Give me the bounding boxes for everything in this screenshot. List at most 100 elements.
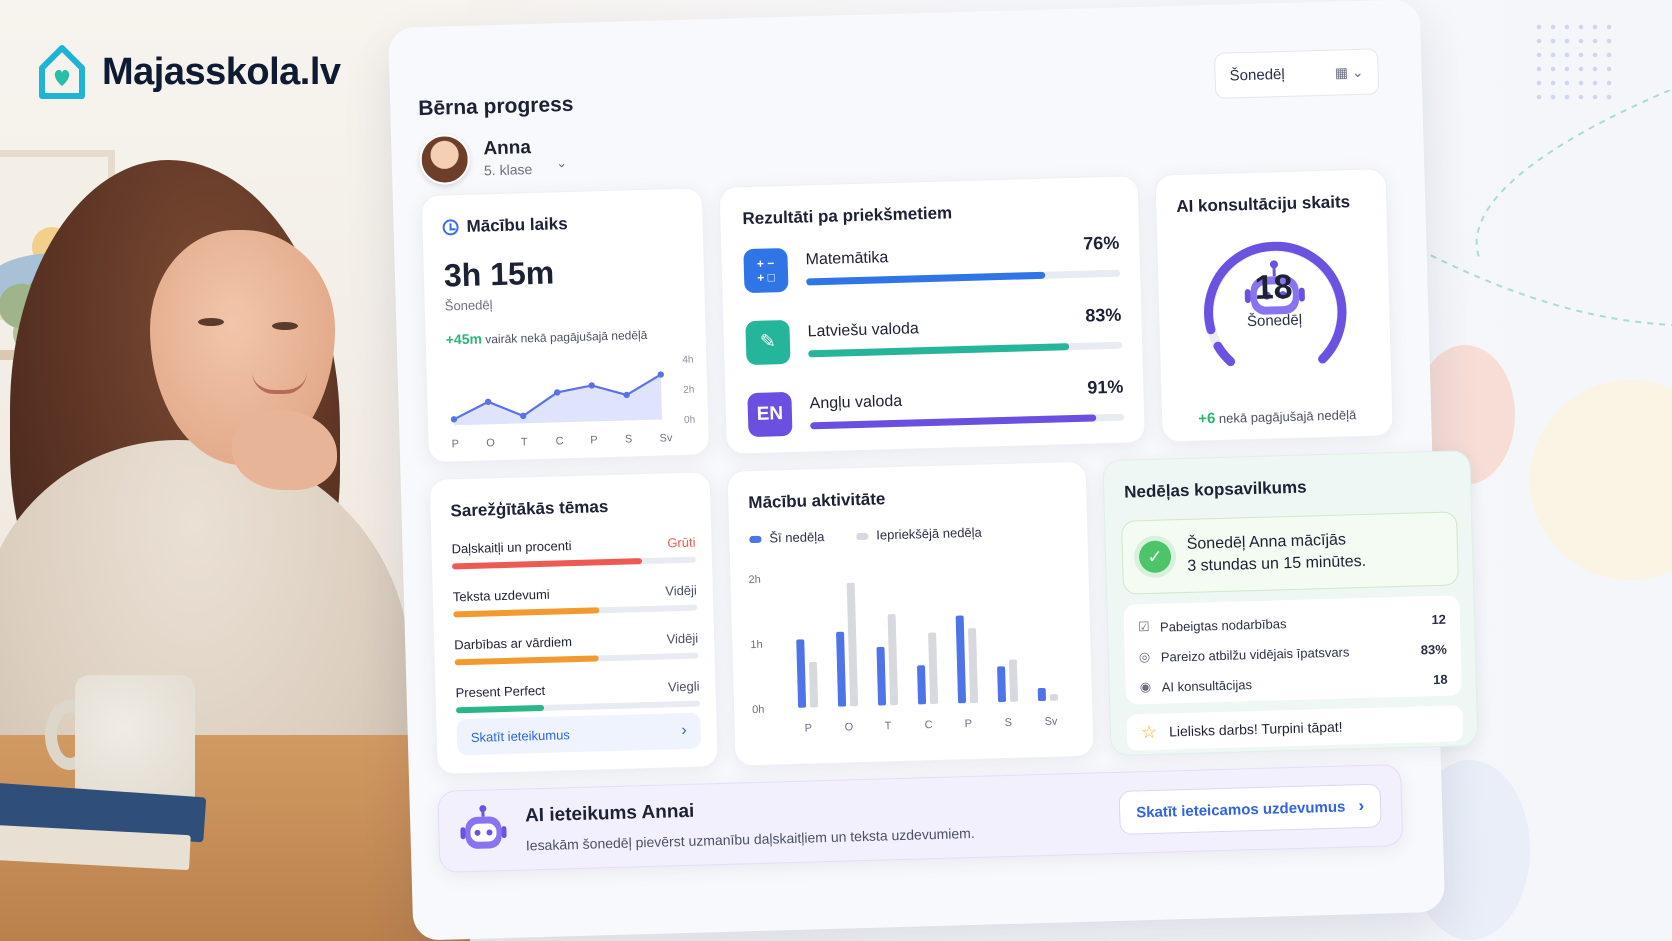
y-tick-label: 2h <box>748 574 761 586</box>
ai-delta-text: nekā pagājušajā nedēļā <box>1218 407 1357 426</box>
decor-dashed-curve <box>1420 90 1672 326</box>
child-grade: 5. klase <box>483 161 533 179</box>
ai-consultations-value: 18 <box>1254 267 1294 307</box>
subject-progress-track <box>810 413 1125 430</box>
study-time-point <box>588 382 595 389</box>
summary-footer: ☆ Lielisks darbs! Turpini tāpat! <box>1126 705 1464 751</box>
topic-progress-track <box>454 652 699 666</box>
topic-name: Present Perfect <box>455 682 546 701</box>
topic-difficulty: Vidēji <box>665 582 698 599</box>
x-tick-label: P <box>590 434 598 446</box>
chevron-right-icon: › <box>1358 796 1365 816</box>
x-tick-label: C <box>925 719 933 731</box>
check-icon: ✓ <box>1138 540 1172 574</box>
y-tick-label: 2h <box>683 385 694 396</box>
topic-name: Darbības ar vārdiem <box>454 634 573 653</box>
x-tick-label: Sv <box>659 432 673 444</box>
x-tick-label: T <box>521 436 528 448</box>
topic-progress-bar <box>451 558 643 570</box>
study-time-point <box>623 391 630 399</box>
ai-recommendation-banner: AI ieteikums Annai Iesakām šonedēļ pievē… <box>437 764 1404 873</box>
study-time-delta-value: +45m <box>445 330 483 348</box>
subject-row[interactable]: ✎ Latviešu valoda 83% <box>745 305 1123 367</box>
chevron-right-icon: › <box>681 721 687 740</box>
view-recommended-tasks-button[interactable]: Skatīt ieteicamos uzdevumus › <box>1118 783 1382 835</box>
bar-previous-week <box>928 632 939 705</box>
child-name: Anna <box>483 137 532 160</box>
topic-progress-bar <box>453 607 600 618</box>
topic-difficulty: Grūti <box>667 534 696 551</box>
topic-row[interactable]: Darbības ar vārdiem Vidēji <box>454 631 699 682</box>
x-tick-label: Sv <box>1044 716 1058 728</box>
x-tick-label: C <box>555 435 563 447</box>
subject-name: Matemātika <box>805 249 889 269</box>
y-tick-label: 4h <box>682 355 693 366</box>
y-tick-label: 0h <box>752 704 765 716</box>
study-time-delta-text: vairāk nekā pagājušajā nedēļā <box>485 327 648 347</box>
learning-activity-title: Mācību aktivitāte <box>748 489 886 513</box>
period-select[interactable]: Šonedēļ ▦ ⌄ <box>1214 48 1380 99</box>
study-time-point <box>450 416 458 423</box>
ai-recommendation-text: Iesakām šonedēļ pievērst uzmanību daļska… <box>525 824 975 854</box>
study-time-point <box>520 412 527 420</box>
calculator-icon: + − + □ <box>743 247 789 294</box>
view-recommendations-button[interactable]: Skatīt ieteikumus › <box>456 712 702 756</box>
summary-stats: ☑ Pabeigtas nodarbības 12 ◎ Pareizo atbilžu … <box>1123 595 1463 705</box>
robot-icon <box>1244 260 1305 315</box>
brand-logo[interactable]: Majasskola.lv <box>36 42 341 102</box>
topic-progress-track <box>455 700 701 714</box>
bar-previous-week <box>1049 694 1058 701</box>
page-title: Bērna progress <box>417 92 574 121</box>
subject-results-title: Rezultāti pa priekšmetiem <box>742 203 953 229</box>
study-time-period: Šonedēļ <box>444 297 493 314</box>
progress-dashboard: Bērna progress Šonedēļ ▦ ⌄ Anna 5. klase… <box>388 0 1479 941</box>
topic-progress-bar <box>454 655 599 666</box>
period-select-value: Šonedēļ <box>1229 65 1285 85</box>
weekly-summary-card: Nedēļas kopsavilkums ✓ Šonedēļ Anna mācī… <box>1102 449 1479 757</box>
view-recommended-tasks-label: Skatīt ieteicamos uzdevumus <box>1135 798 1346 821</box>
bar-this-week <box>836 631 847 707</box>
subject-percent: 76% <box>1082 232 1120 254</box>
summary-footer-text: Lielisks darbs! Turpini tāpat! <box>1168 718 1343 740</box>
weekly-summary-title: Nedēļas kopsavilkums <box>1123 477 1307 502</box>
subject-name: Angļu valoda <box>809 392 903 413</box>
study-time-point <box>657 371 664 378</box>
child-selector[interactable]: Anna 5. klase ⌄ <box>419 131 567 186</box>
y-tick-label: 0h <box>684 415 695 426</box>
learning-activity-card: Mācību aktivitāte Šī nedēļa Iepriekšējā … <box>726 460 1095 767</box>
y-tick-label: 1h <box>750 639 763 651</box>
summary-line-2: 3 stundas un 15 minūtes. <box>1187 552 1367 575</box>
subject-name: Latviešu valoda <box>807 320 920 341</box>
decor-dots <box>1532 20 1612 100</box>
bar-this-week <box>1037 687 1046 702</box>
topic-difficulty: Vidēji <box>666 630 699 647</box>
ai-recommendation-title: AI ieteikums Annai <box>524 800 695 827</box>
woman-smile <box>252 372 307 394</box>
subject-row[interactable]: EN Angļu valoda 91% <box>747 377 1125 439</box>
legend-previous-week: Iepriekšējā nedēļa <box>856 525 982 543</box>
x-tick-label: O <box>845 721 854 733</box>
view-recommendations-label: Skatīt ieteikumus <box>470 726 570 745</box>
decor-circle <box>1530 380 1672 580</box>
subject-progress-bar <box>806 271 1045 286</box>
stat-value: 83% <box>1420 641 1447 657</box>
study-time-value: 3h 15m <box>443 254 555 294</box>
bar-previous-week <box>887 614 899 706</box>
study-time-point <box>484 398 492 406</box>
study-time-point <box>554 389 561 396</box>
ai-progress-ring <box>1204 241 1347 367</box>
study-time-card: Mācību laiks 3h 15m Šonedēļ +45m vairāk … <box>420 187 711 464</box>
study-time-area <box>453 374 663 426</box>
subject-progress-track <box>806 269 1121 286</box>
x-tick-label: P <box>805 722 813 734</box>
star-icon: ☆ <box>1140 721 1158 742</box>
subject-row[interactable]: + − + □ Matemātika 76% <box>743 233 1121 295</box>
subject-progress-bar <box>808 343 1069 358</box>
topic-name: Daļskaitļi un procenti <box>451 538 572 557</box>
bar-this-week <box>796 639 807 708</box>
chart-legend: Šī nedēļa Iepriekšējā nedēļa <box>749 525 982 546</box>
topic-row[interactable]: Daļskaitļi un procenti Grūti <box>451 534 697 586</box>
ai-consultations-delta: +6 nekā pagājušajā nedēļā <box>1162 405 1392 428</box>
subject-results-card: Rezultāti pa priekšmetiem + − + □ Matemāt… <box>718 175 1146 455</box>
topic-row[interactable]: Teksta uzdevumi Vidēji <box>453 583 698 634</box>
